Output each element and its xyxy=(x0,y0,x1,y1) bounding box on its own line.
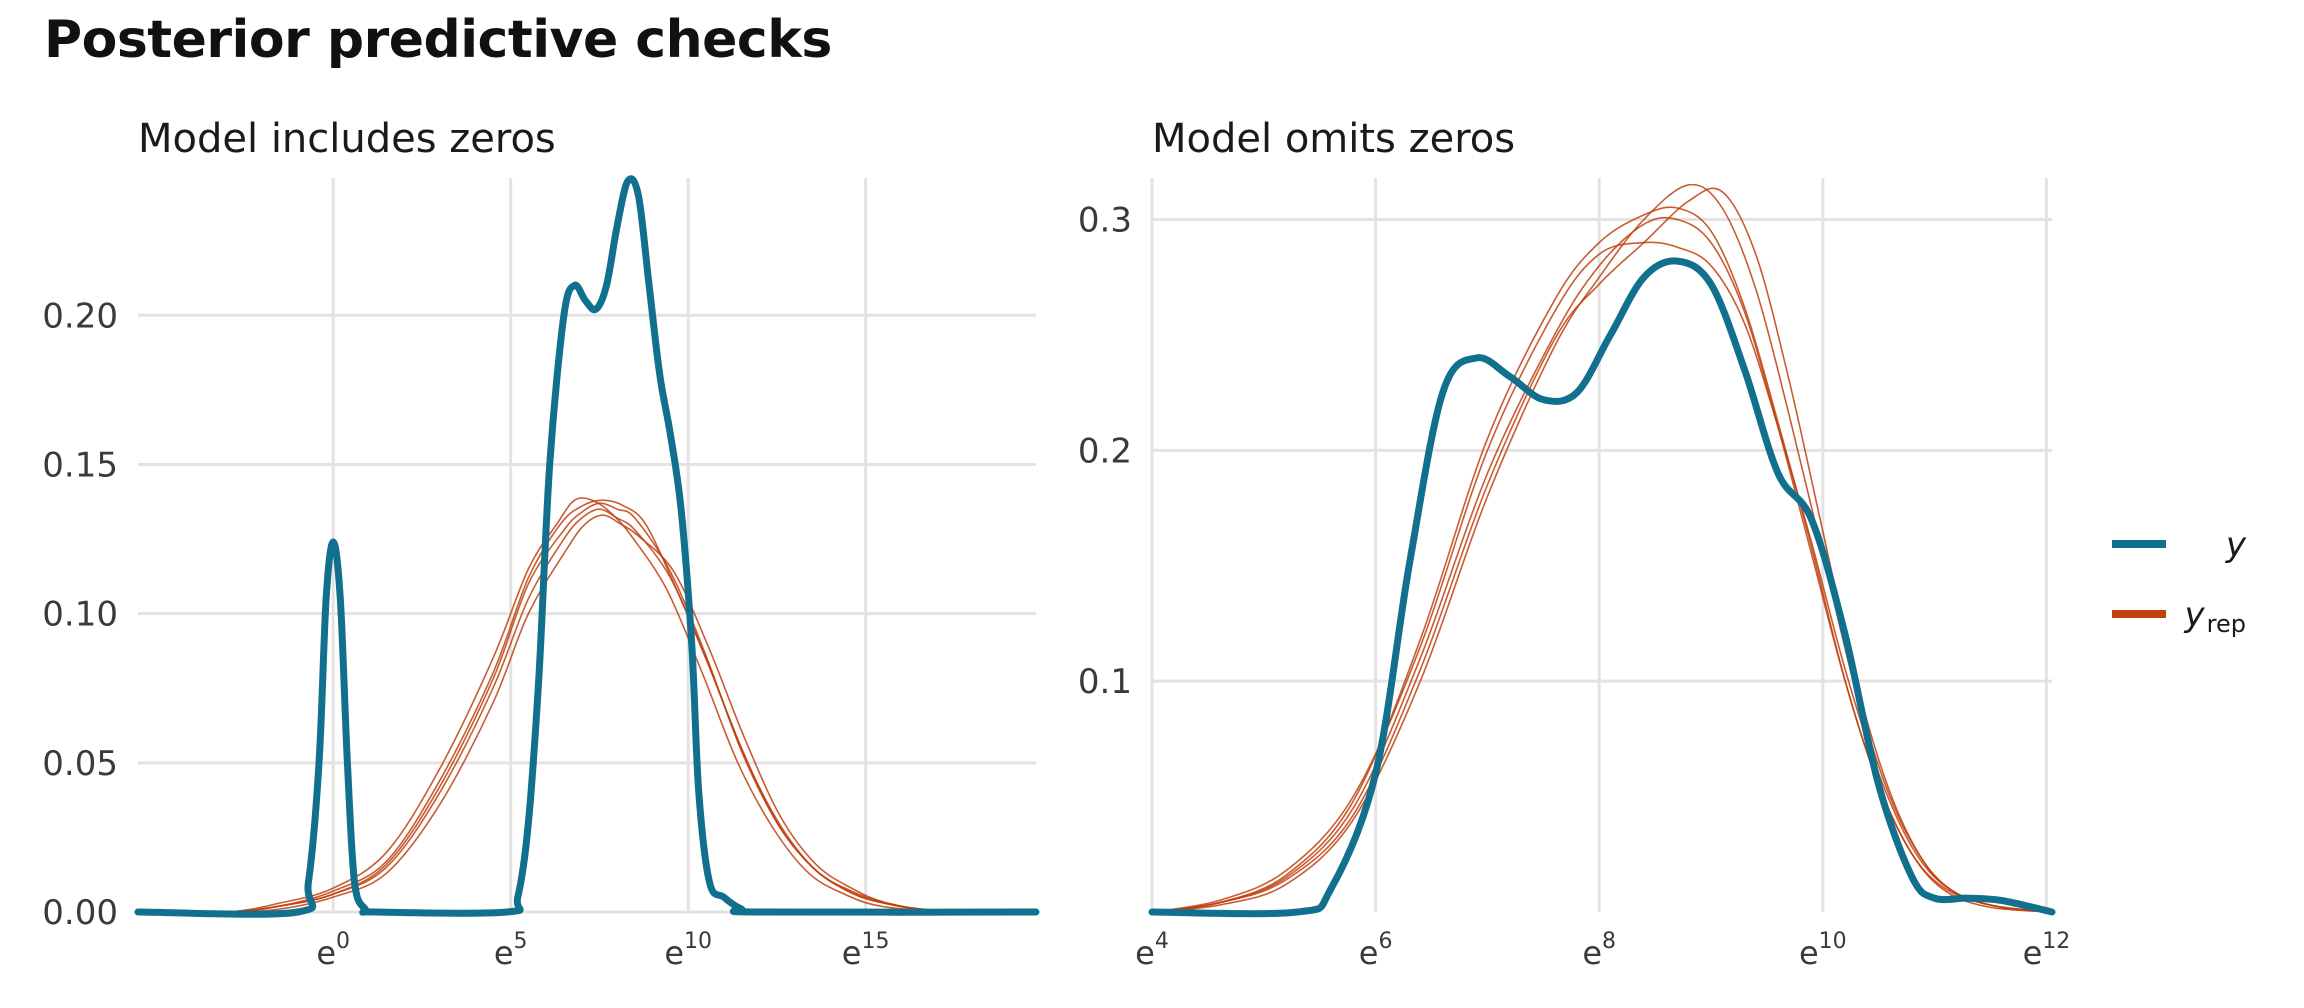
series-yrep-line-4 xyxy=(1151,187,2053,913)
series-y-line xyxy=(134,175,1040,918)
series-yrep-line-1 xyxy=(137,508,1037,914)
panel-model-includes-zeros: Model includes zeros 0.00 0.05 0.10 0.15 0.20… xyxy=(42,116,1040,972)
panel-title: Model omits zeros xyxy=(1152,116,1515,162)
x-tick-label: e15 xyxy=(842,929,890,972)
legend-label-y: y xyxy=(2225,525,2247,565)
series-yrep-line-5 xyxy=(1151,206,2053,913)
x-tick-label: e8 xyxy=(1582,929,1616,972)
y-tick-label: 0.3 xyxy=(1078,201,1132,241)
y-tick-label: 0.15 xyxy=(42,445,118,485)
y-tick-label: 0.00 xyxy=(42,893,118,933)
x-tick-label: e4 xyxy=(1135,929,1169,972)
x-tick-label: e0 xyxy=(316,929,350,972)
x-tick-label: e5 xyxy=(494,929,528,972)
series-yrep-line-1 xyxy=(1151,216,2053,913)
y-tick-label: 0.05 xyxy=(42,744,118,784)
panel-title: Model includes zeros xyxy=(138,116,556,162)
panel-model-omits-zeros: Model omits zeros 0.1 0.2 0.3 e4 e6 e8 e10 e12 xyxy=(1078,116,2070,972)
series-yrep-line-3 xyxy=(137,514,1037,914)
y-tick-label: 0.2 xyxy=(1078,431,1132,471)
y-tick-label: 0.1 xyxy=(1078,662,1132,702)
legend-label-yrep: yrep xyxy=(2184,595,2246,638)
x-tick-label: e6 xyxy=(1359,929,1393,972)
y-tick-label: 0.10 xyxy=(42,595,118,635)
series-yrep-line-2 xyxy=(1151,183,2053,913)
chart-title: Posterior predictive checks xyxy=(44,10,832,70)
series-yrep-line-5 xyxy=(137,502,1037,914)
x-tick-label: e10 xyxy=(1799,929,1847,972)
series-y-line xyxy=(1148,257,2056,918)
series-yrep-line-2 xyxy=(137,497,1037,914)
y-tick-label: 0.20 xyxy=(42,296,118,336)
legend: y yrep xyxy=(2112,525,2247,638)
series-yrep-line-4 xyxy=(137,499,1037,914)
x-tick-label: e10 xyxy=(664,929,712,972)
series-yrep-line-3 xyxy=(1151,241,2053,913)
x-tick-label: e12 xyxy=(2023,929,2071,972)
